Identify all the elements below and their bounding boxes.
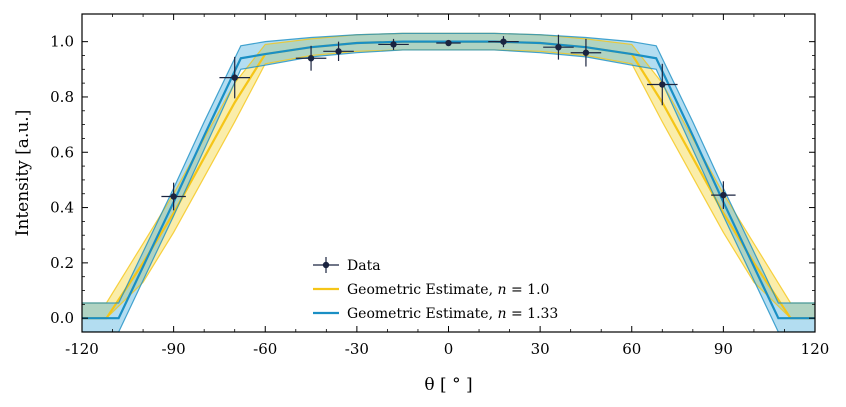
x-axis-ticks: -120 -90 -60 -30 0 30 60 90 120 (65, 14, 829, 358)
legend-label: Data (347, 258, 381, 274)
y-tick-label: 0.6 (50, 143, 74, 161)
data-point-11 (711, 181, 736, 209)
y-axis-ticks: 0.0 0.2 0.4 0.6 0.8 1.0 (50, 33, 815, 327)
data-marker (170, 193, 177, 200)
legend-label: Geometric Estimate, n = 1.0 (347, 282, 549, 298)
band-2-lower-edge (82, 49, 815, 332)
x-tick-label: -120 (65, 340, 99, 358)
data-marker (335, 48, 342, 55)
data-marker (659, 81, 666, 88)
y-tick-label: 0.8 (50, 88, 74, 106)
x-tick-label: 30 (531, 340, 550, 358)
data-point-4 (323, 41, 354, 62)
x-tick-label: -90 (162, 340, 186, 358)
x-tick-label: 0 (444, 340, 454, 358)
y-tick-label: 1.0 (50, 33, 74, 51)
x-axis-label: θ [ ° ] (424, 375, 472, 395)
legend-marker (322, 261, 330, 269)
y-tick-label: 0.0 (50, 309, 74, 327)
line-1 (82, 40, 815, 320)
data-marker (500, 38, 507, 45)
data-point-10 (647, 63, 678, 106)
y-tick-label: 0.2 (50, 254, 74, 272)
data-point-3 (295, 45, 327, 71)
x-tick-label: -30 (345, 340, 369, 358)
data-marker (307, 55, 315, 62)
data-point-7 (488, 36, 519, 48)
legend-label: Geometric Estimate, n = 1.33 (347, 306, 558, 322)
x-tick-label: -60 (253, 340, 277, 358)
data-marker (555, 43, 562, 51)
data-point-1 (161, 182, 186, 211)
y-axis-label: Intensity [a.u.] (13, 110, 33, 237)
x-tick-label: 120 (801, 340, 830, 358)
x-tick-label: 90 (714, 340, 733, 358)
y-tick-label: 0.4 (50, 199, 74, 217)
data-marker (390, 41, 397, 48)
data-point-6 (436, 39, 461, 47)
data-marker (231, 74, 238, 81)
data-marker (445, 39, 452, 47)
data-point-2 (219, 56, 250, 99)
data-errorbars (161, 34, 736, 211)
legend-item-2: Geometric Estimate, n = 1.0 (313, 282, 549, 298)
data-point-9 (570, 38, 602, 67)
data-point-5 (378, 38, 409, 50)
data-marker (582, 49, 590, 56)
legend-item-1: Data (313, 257, 381, 274)
band-2-upper-edge (82, 32, 815, 304)
data-marker (720, 191, 727, 199)
data-point-8 (543, 34, 574, 60)
legend: Data Geometric Estimate, n = 1.0 Geometric… (313, 257, 558, 322)
legend-item-3: Geometric Estimate, n = 1.33 (313, 306, 558, 322)
x-tick-label: 60 (622, 340, 641, 358)
